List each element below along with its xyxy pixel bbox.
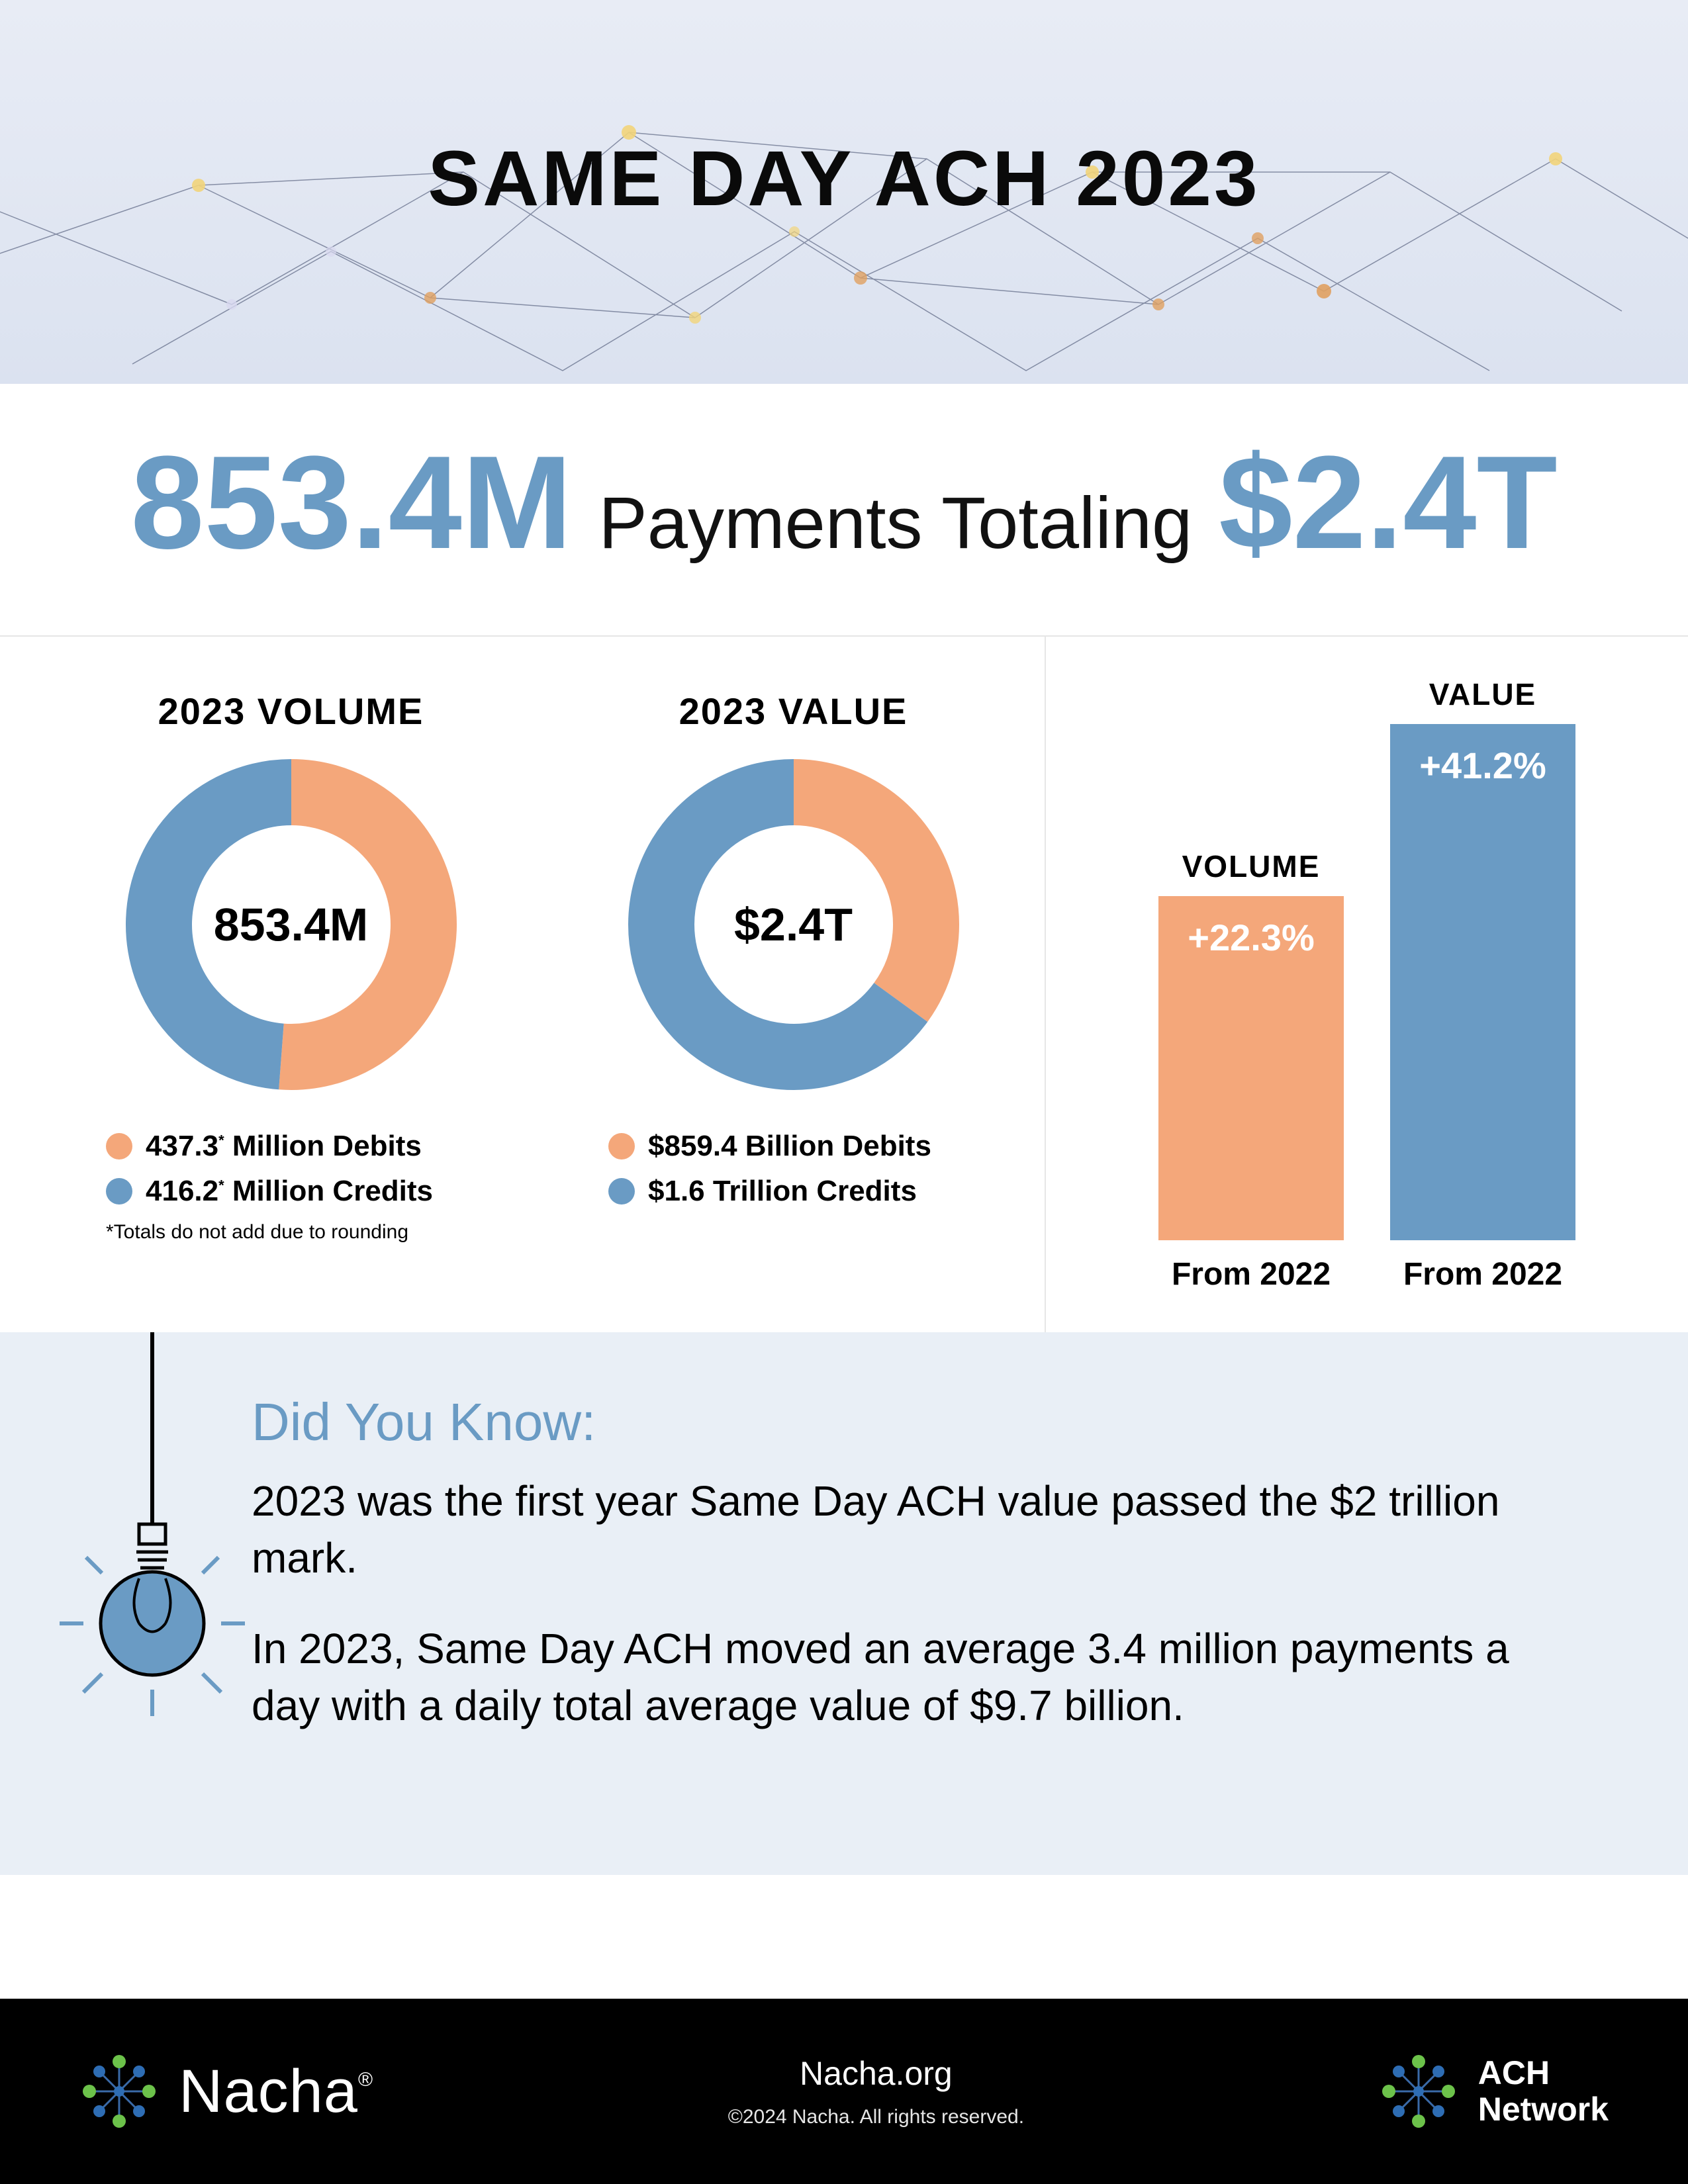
volume-donut-center: 853.4M (119, 752, 463, 1097)
dyk-paragraph-2: In 2023, Same Day ACH moved an average 3… (252, 1620, 1509, 1735)
footer-copyright: ©2024 Nacha. All rights reserved. (728, 2106, 1024, 2128)
bar-panel: VOLUME +22.3% From 2022 VALUE +41.2% Fro… (1046, 637, 1688, 1332)
footer-site: Nacha.org (728, 2054, 1024, 2093)
volume-bar-caption: From 2022 (1172, 1256, 1331, 1293)
footer-center: Nacha.org ©2024 Nacha. All rights reserv… (728, 2054, 1024, 2128)
dyk-heading: Did You Know: (252, 1392, 1609, 1453)
nacha-logo-icon (79, 2052, 159, 2131)
volume-bar-label: VOLUME (1182, 848, 1321, 884)
volume-debits-swatch (106, 1133, 132, 1160)
volume-donut-title: 2023 VOLUME (79, 690, 502, 733)
volume-bar-block: VOLUME +22.3% From 2022 (1158, 848, 1344, 1293)
value-credits-legend: $1.6 Trillion Credits (608, 1175, 1005, 1208)
value-donut-center: $2.4T (622, 752, 966, 1097)
value-bar-label: VALUE (1429, 676, 1537, 712)
value-credits-swatch (608, 1178, 635, 1205)
volume-bar-value: +22.3% (1188, 916, 1315, 959)
value-bar-value: +41.2% (1419, 744, 1546, 787)
volume-credits-legend: 416.2* Million Credits (106, 1175, 502, 1208)
did-you-know-panel: Did You Know: 2023 was the first year Sa… (0, 1332, 1688, 1875)
volume-credits-swatch (106, 1178, 132, 1205)
payments-label: Payments Totaling (598, 487, 1192, 560)
header-banner: SAME DAY ACH 2023 (0, 0, 1688, 384)
charts-row: 2023 VOLUME 853.4M 437.3* Million Debits… (0, 637, 1688, 1332)
headline-stat: 853.4M Payments Totaling $2.4T (0, 384, 1688, 637)
payments-value: $2.4T (1219, 437, 1557, 569)
volume-bar: +22.3% (1158, 896, 1344, 1240)
footer: Nacha® Nacha.org ©2024 Nacha. All rights… (0, 1999, 1688, 2184)
footer-brand-left: Nacha® (79, 2052, 373, 2131)
footer-brand-right: ACH Network (1379, 2052, 1609, 2131)
volume-donut-block: 2023 VOLUME 853.4M 437.3* Million Debits… (79, 690, 502, 1293)
ach-network-logo-icon (1379, 2052, 1458, 2131)
donut-footnote: *Totals do not add due to rounding (79, 1221, 502, 1244)
value-donut-block: 2023 VALUE $2.4T $859.4 Billion Debits $… (582, 690, 1005, 1293)
page-title: SAME DAY ACH 2023 (428, 134, 1260, 224)
nacha-brand-text: Nacha® (179, 2057, 373, 2126)
volume-donut: 853.4M (119, 752, 463, 1097)
lightbulb-icon (60, 1332, 245, 1746)
value-debits-legend: $859.4 Billion Debits (608, 1130, 1005, 1163)
volume-legend: 437.3* Million Debits 416.2* Million Cre… (79, 1130, 502, 1208)
value-bar: +41.2% (1390, 724, 1575, 1240)
volume-debits-legend: 437.3* Million Debits (106, 1130, 502, 1163)
value-legend: $859.4 Billion Debits $1.6 Trillion Cred… (582, 1130, 1005, 1208)
ach-network-text: ACH Network (1478, 2055, 1609, 2128)
value-donut-title: 2023 VALUE (582, 690, 1005, 733)
value-debits-swatch (608, 1133, 635, 1160)
value-bar-caption: From 2022 (1403, 1256, 1562, 1293)
payments-count: 853.4M (130, 437, 572, 569)
dyk-paragraph-1: 2023 was the first year Same Day ACH val… (252, 1473, 1509, 1587)
value-donut: $2.4T (622, 752, 966, 1097)
donut-panel: 2023 VOLUME 853.4M 437.3* Million Debits… (0, 637, 1046, 1332)
value-bar-block: VALUE +41.2% From 2022 (1390, 676, 1575, 1293)
